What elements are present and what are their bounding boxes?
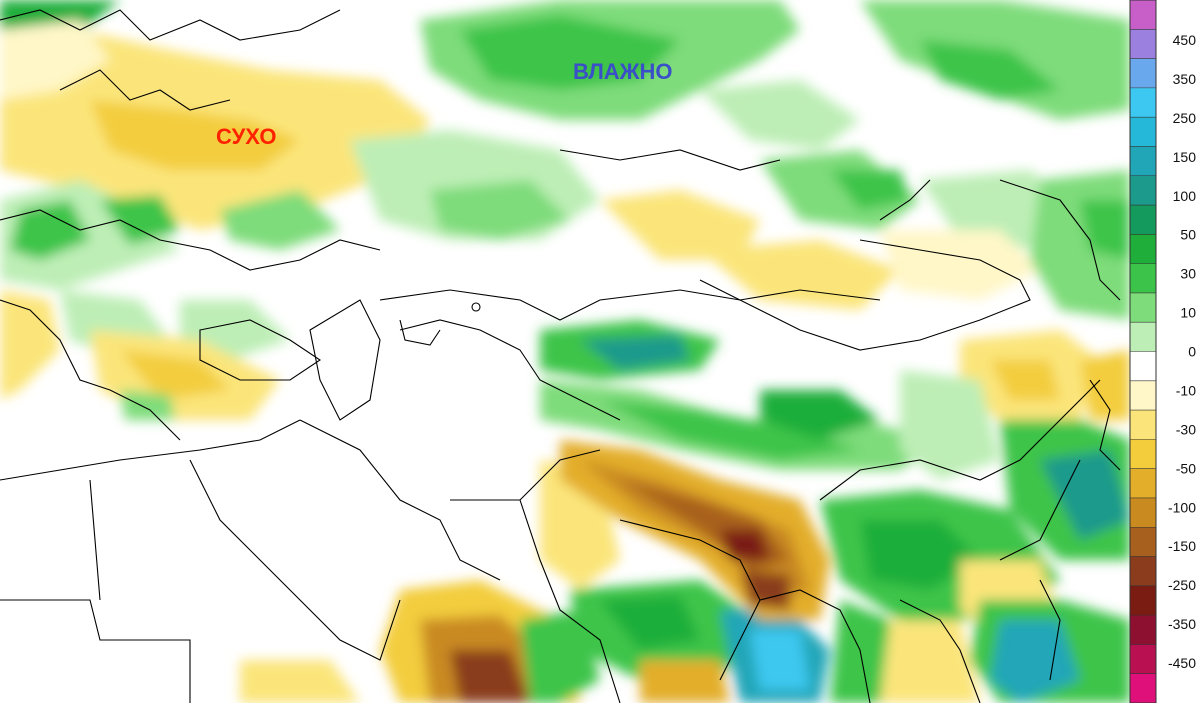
colorbar-label: -450 bbox=[1168, 655, 1196, 671]
wet-annotation: ВЛАЖНО bbox=[573, 59, 673, 84]
colorbar-label: -350 bbox=[1168, 616, 1196, 632]
dry-annotation: СУХО bbox=[216, 124, 277, 149]
colorbar-label: -100 bbox=[1168, 499, 1196, 515]
colorbar-label: 250 bbox=[1173, 110, 1197, 126]
colorbar-label: 450 bbox=[1173, 32, 1197, 48]
colorbar-swatch bbox=[1130, 615, 1156, 645]
colorbar-swatch bbox=[1130, 58, 1156, 89]
colorbar-swatch bbox=[1130, 175, 1156, 206]
colorbar-swatch bbox=[1130, 497, 1156, 528]
colorbar-label: -150 bbox=[1168, 538, 1196, 554]
colorbar-label: 150 bbox=[1173, 149, 1197, 165]
colorbar-swatch bbox=[1130, 263, 1156, 294]
colorbar-swatch bbox=[1130, 146, 1156, 177]
colorbar-label: -30 bbox=[1176, 421, 1196, 437]
colorbar-swatch bbox=[1130, 351, 1156, 382]
colorbar-label: 30 bbox=[1180, 266, 1196, 282]
colorbar-label: 50 bbox=[1180, 227, 1196, 243]
colorbar-swatch bbox=[1130, 292, 1156, 323]
colorbar-swatch bbox=[1130, 87, 1156, 118]
colorbar-swatch bbox=[1130, 585, 1156, 616]
colorbar-label: -250 bbox=[1168, 577, 1196, 593]
colorbar-swatch bbox=[1130, 468, 1156, 499]
colorbar-swatch bbox=[1130, 380, 1156, 411]
colorbar-label: 350 bbox=[1173, 71, 1197, 87]
colorbar-swatch bbox=[1130, 322, 1156, 352]
colorbar-swatch bbox=[1130, 644, 1156, 675]
colorbar-swatch bbox=[1130, 673, 1156, 703]
colorbar-swatch bbox=[1130, 117, 1156, 147]
anomaly-field bbox=[0, 0, 1130, 703]
colorbar-swatch bbox=[1130, 0, 1156, 30]
colorbar-swatch bbox=[1130, 556, 1156, 587]
colorbar-label: 0 bbox=[1188, 344, 1196, 360]
colorbar-swatch bbox=[1130, 410, 1156, 440]
coastlines-and-borders bbox=[0, 9, 1121, 703]
colorbar-label: 10 bbox=[1180, 305, 1196, 321]
colorbar-swatch bbox=[1130, 29, 1156, 60]
colorbar-swatch bbox=[1130, 234, 1156, 265]
colorbar-swatch bbox=[1130, 527, 1156, 558]
colorbar-label: -10 bbox=[1176, 382, 1196, 398]
colorbar-border bbox=[1129, 0, 1157, 703]
colorbar-label: -50 bbox=[1176, 460, 1196, 476]
colorbar-label: 100 bbox=[1173, 188, 1197, 204]
colorbar-swatch bbox=[1130, 439, 1156, 470]
colorbar: 4503502501501005030100-10-30-50-100-150-… bbox=[1129, 0, 1197, 703]
colorbar-swatch bbox=[1130, 205, 1156, 235]
